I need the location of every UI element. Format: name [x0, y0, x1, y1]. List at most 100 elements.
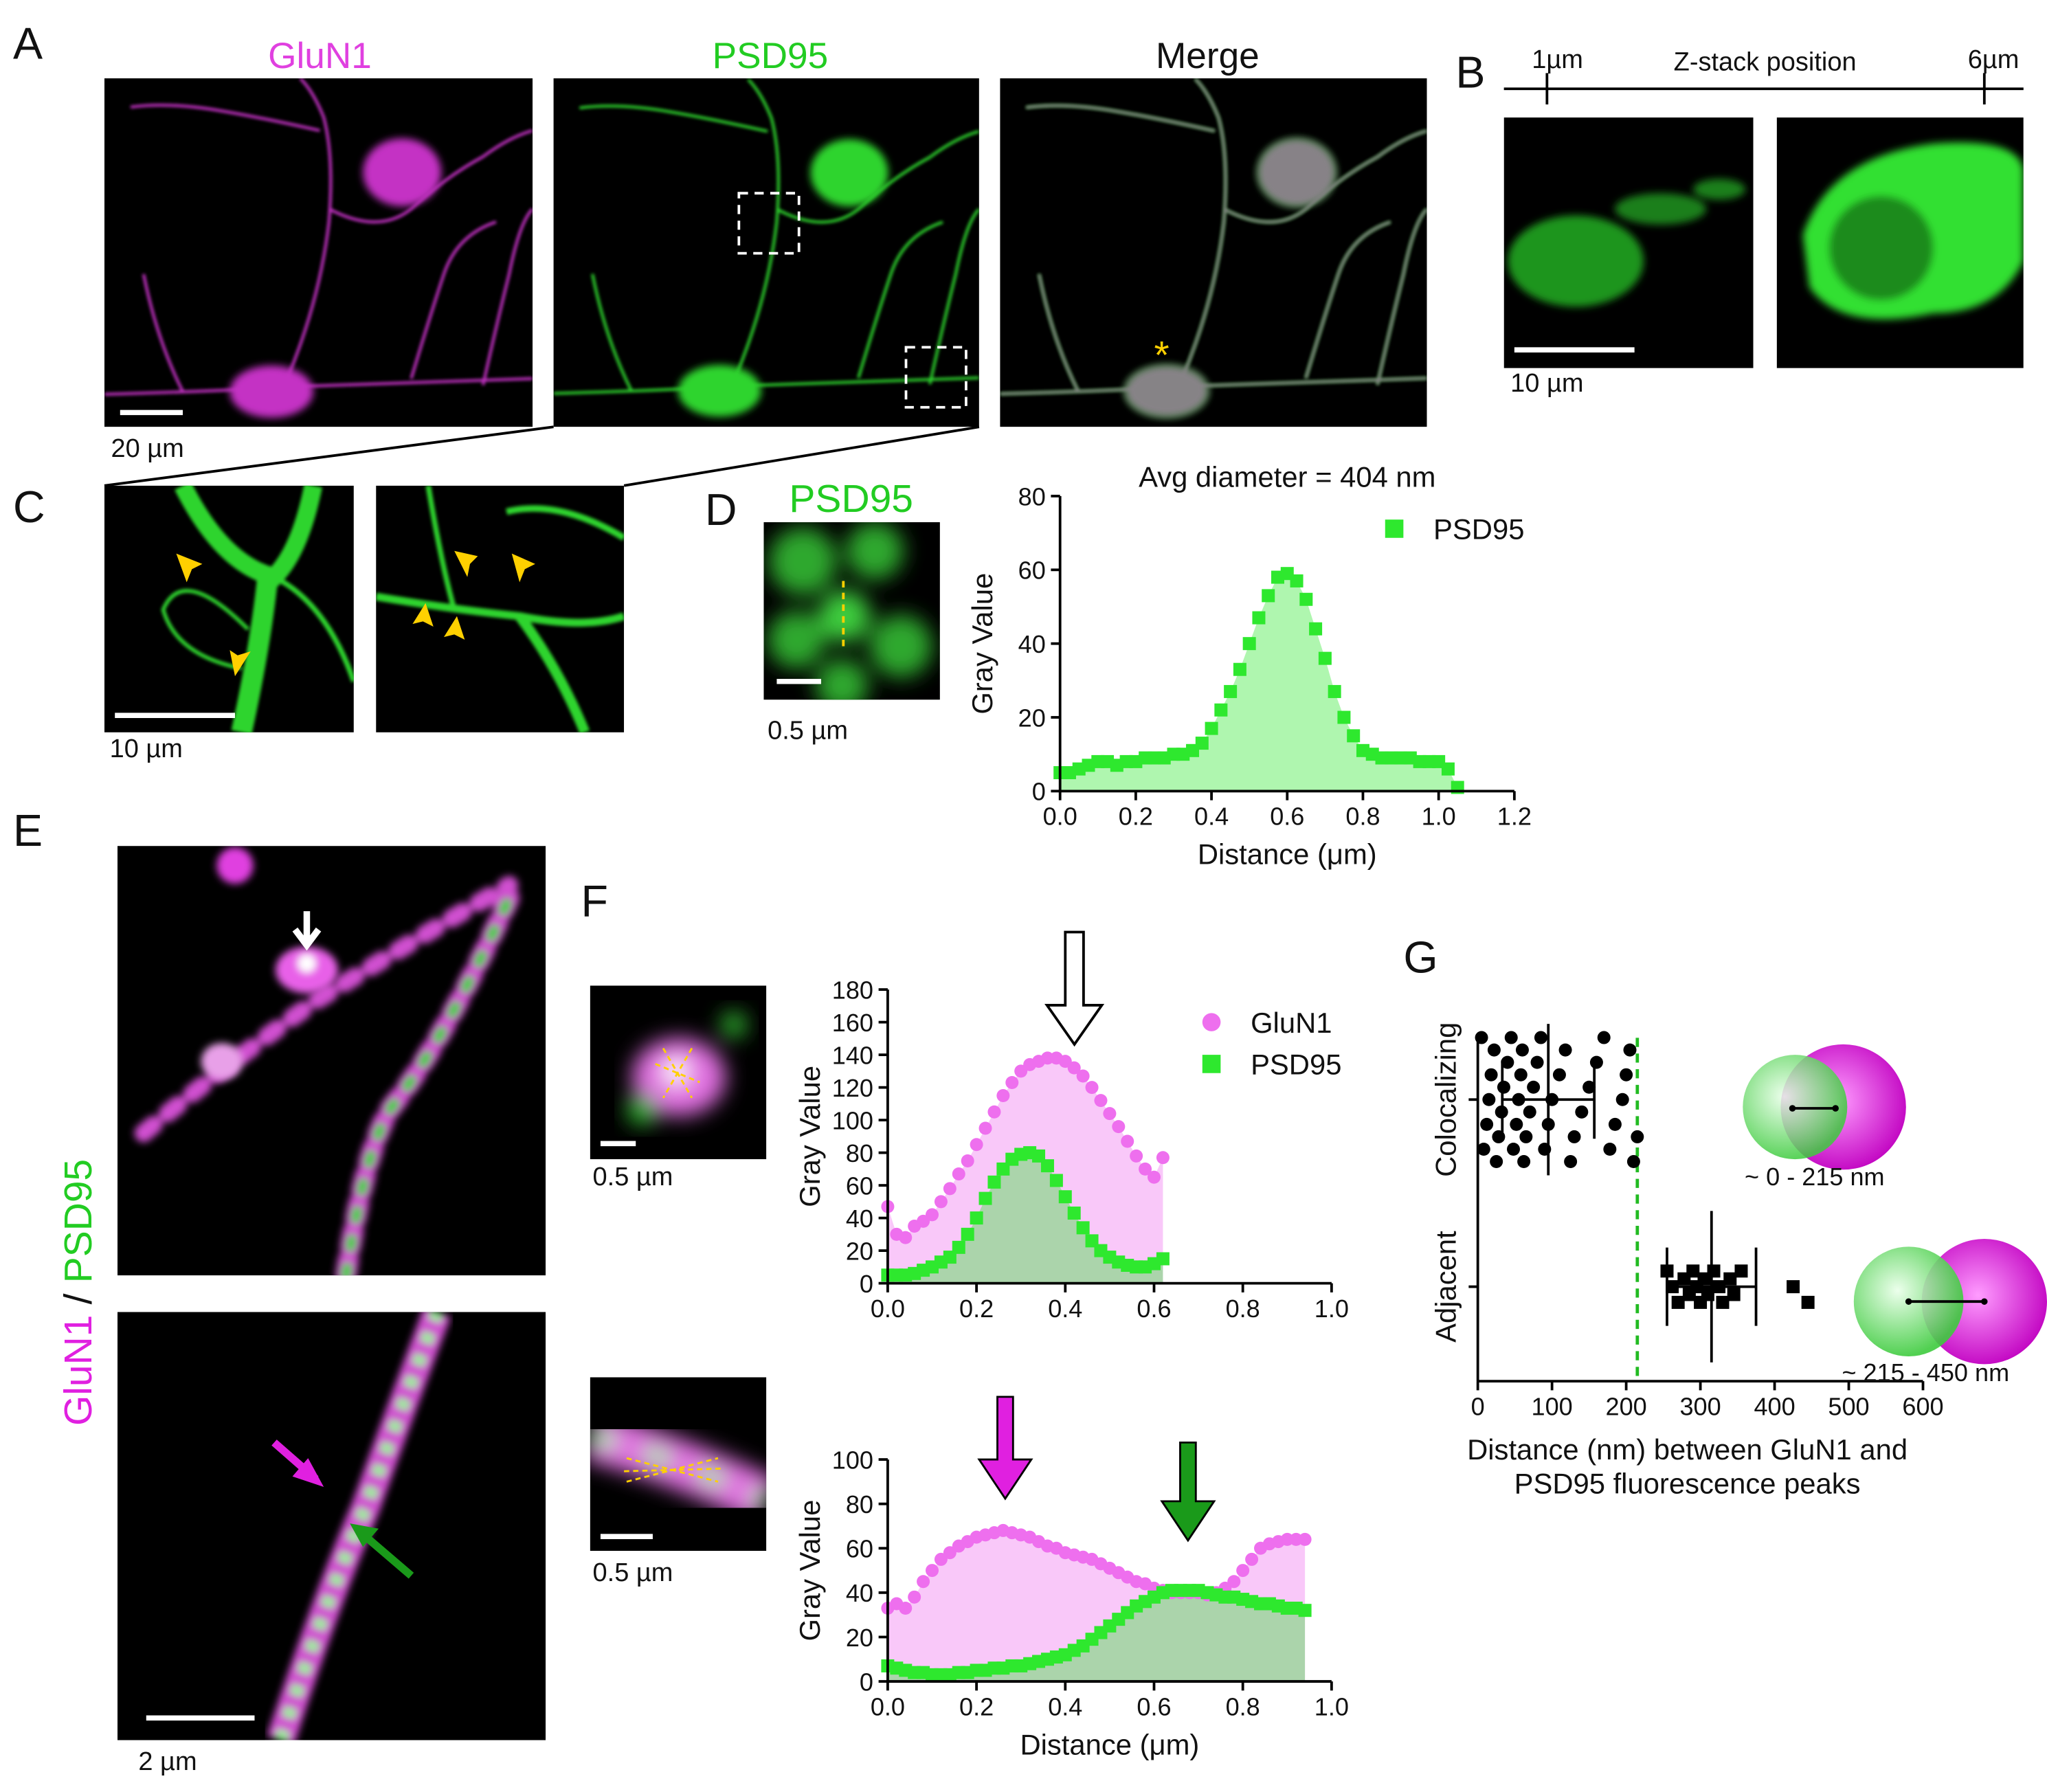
marker [1787, 1280, 1800, 1294]
y-tick-label: 160 [832, 1009, 873, 1037]
marker [1262, 589, 1275, 603]
marker [1534, 1031, 1547, 1044]
y-tick-label: 20 [846, 1237, 873, 1265]
marker [1575, 1105, 1589, 1119]
marker [1480, 1117, 1494, 1131]
marker [1130, 1149, 1143, 1163]
marker [1608, 1117, 1622, 1131]
marker [1139, 1162, 1152, 1176]
scale-label: 20 µm [111, 434, 183, 463]
panel-letter: E [13, 806, 43, 855]
marker [1716, 1295, 1730, 1309]
marker [908, 1590, 921, 1604]
marker [1510, 1117, 1523, 1131]
marker [1597, 1031, 1611, 1044]
marker [1482, 1093, 1496, 1106]
image-title: Merge [1156, 36, 1260, 76]
marker [1558, 1043, 1572, 1057]
x-axis-label: Distance (nm) between GluN1 and [1467, 1433, 1908, 1466]
marker [917, 1575, 930, 1589]
marker [1299, 592, 1313, 606]
marker [952, 1240, 965, 1254]
marker [961, 1227, 974, 1241]
area [887, 1530, 1306, 1682]
marker [1227, 1575, 1241, 1589]
y-tick-label: 100 [832, 1446, 873, 1474]
marker [1615, 1093, 1629, 1106]
x-tick-label: 1.2 [1497, 803, 1532, 831]
marker [970, 1138, 983, 1152]
micrograph [117, 1312, 546, 1740]
x-axis-label: Distance (μm) [1198, 838, 1377, 871]
y-tick-label: 40 [1018, 630, 1046, 658]
marker-arrow [977, 1396, 1033, 1501]
marker [1076, 1221, 1090, 1235]
marker [926, 1564, 939, 1578]
marker [1224, 684, 1238, 698]
marker [1671, 1295, 1685, 1309]
marker [1076, 1069, 1090, 1083]
marker [1067, 1206, 1081, 1220]
marker [987, 1105, 1001, 1119]
marker [1309, 622, 1323, 636]
marker [1214, 703, 1228, 717]
scale-label: 0.5 µm [768, 716, 848, 745]
marker [1147, 1170, 1161, 1184]
marker [1049, 1174, 1063, 1187]
area [887, 1057, 1163, 1284]
micrograph [763, 522, 940, 700]
scale-label: 0.5 µm [593, 1558, 673, 1587]
separator: / [56, 1293, 100, 1304]
marker [1582, 1080, 1596, 1094]
marker [1290, 574, 1304, 587]
x-tick-label: 600 [1902, 1392, 1943, 1420]
micrograph [376, 485, 625, 732]
x-tick-label: 0 [1471, 1392, 1485, 1420]
x-axis-label: PSD95 fluorescence peaks [1514, 1467, 1861, 1499]
micrograph [590, 1377, 767, 1552]
x-tick-label: 0.8 [1226, 1692, 1260, 1721]
y-tick-label: 40 [846, 1205, 873, 1233]
zoom-line [104, 425, 554, 487]
x-tick-label: 0.0 [871, 1692, 905, 1721]
marker [1527, 1080, 1541, 1094]
marker [987, 1175, 1001, 1189]
marker [1245, 1552, 1259, 1566]
adjacent-diagram [1853, 1239, 2047, 1365]
legend-marker [1202, 1013, 1221, 1031]
micrograph: * [1000, 78, 1427, 427]
image-title: PSD95 [713, 36, 829, 76]
marker [1501, 1055, 1514, 1069]
legend-label: PSD95 [1433, 513, 1524, 546]
marker [1156, 1252, 1170, 1266]
annotation: ~ 215 - 450 nm [1842, 1358, 2009, 1387]
channel-name: PSD95 [56, 1159, 100, 1284]
micrograph [104, 485, 354, 732]
marker [1567, 1130, 1581, 1143]
marker [1530, 1055, 1544, 1069]
svg-text:*: * [1154, 333, 1169, 377]
y-tick-label: 60 [846, 1535, 873, 1563]
marker [996, 1088, 1010, 1102]
marker-arrow [1044, 930, 1105, 1047]
marker [961, 1154, 974, 1167]
y-tick-label: 20 [846, 1624, 873, 1652]
x-tick-label: 0.6 [1137, 1295, 1171, 1323]
marker [1801, 1295, 1815, 1309]
marker [1487, 1043, 1501, 1057]
marker [952, 1167, 965, 1180]
marker [934, 1195, 948, 1209]
y-tick-label: 80 [846, 1490, 873, 1519]
channel-label: GluN1 / PSD95 [56, 1159, 100, 1426]
micrograph [553, 78, 979, 427]
channel-name: GluN1 [56, 1315, 100, 1426]
scale-label: 2 µm [138, 1747, 197, 1776]
x-tick-label: 0.6 [1270, 803, 1304, 831]
y-tick-label: 80 [846, 1139, 873, 1167]
x-tick-label: 200 [1606, 1392, 1647, 1420]
marker-arrow [1160, 1441, 1216, 1543]
marker [1103, 1107, 1117, 1121]
x-tick-label: 0.2 [959, 1692, 994, 1721]
marker [1589, 1055, 1603, 1069]
